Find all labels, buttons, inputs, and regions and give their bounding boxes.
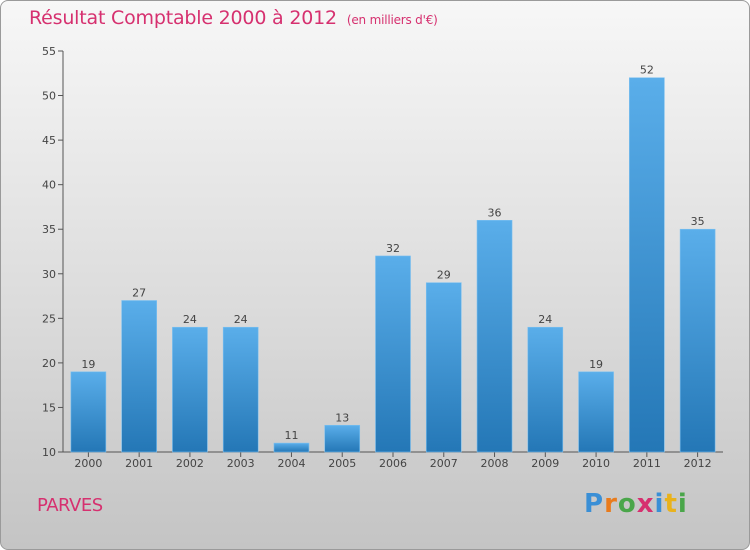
x-tick-label-2010: 2010 (582, 457, 610, 470)
y-tick-label: 20 (42, 357, 56, 370)
bar-2001 (121, 300, 157, 453)
logo-letter: i (677, 489, 688, 519)
data-label-2009: 24 (538, 313, 552, 326)
chart-title-text: Résultat Comptable 2000 à 2012 (29, 7, 337, 29)
x-tick-label-2011: 2011 (633, 457, 661, 470)
data-label-2008: 36 (488, 206, 502, 219)
y-axis: 10 15 20 25 30 35 40 45 50 55 (42, 45, 64, 459)
y-tick-label: 40 (42, 179, 56, 192)
chart-subtitle: (en milliers d'€) (346, 13, 438, 27)
data-label-2010: 19 (589, 358, 603, 371)
bars (70, 77, 716, 453)
y-tick-label: 55 (42, 45, 56, 58)
data-label-2003: 24 (234, 313, 248, 326)
bar-2007 (425, 282, 462, 453)
commune-name: PARVES (37, 495, 103, 516)
x-tick-label-2006: 2006 (379, 457, 407, 470)
bar-2005 (324, 424, 361, 453)
x-tick-label-2008: 2008 (481, 457, 509, 470)
data-label-2007: 29 (437, 269, 451, 282)
x-tick-label-2004: 2004 (277, 457, 305, 470)
x-axis: 2000 2001 2002 2003 2004 2005 2006 2007 2008 2009… (63, 451, 723, 470)
x-tick-label-2000: 2000 (74, 457, 102, 470)
y-tick-label: 30 (42, 268, 56, 281)
y-tick-label: 15 (42, 401, 56, 414)
y-tick-label: 45 (42, 134, 56, 147)
bar-2003 (222, 326, 259, 453)
data-label-2012: 35 (691, 215, 705, 228)
proxiti-logo[interactable]: Proxiti (584, 489, 688, 519)
chart-title: Résultat Comptable 2000 à 2012 (en millie… (29, 7, 438, 29)
data-label-2004: 11 (284, 429, 298, 442)
data-label-2000: 19 (81, 358, 95, 371)
bar-2009 (527, 326, 564, 453)
bar-2000 (70, 371, 107, 453)
y-tick-label: 35 (42, 223, 56, 236)
bar-2011 (629, 77, 665, 453)
data-labels: 19 27 24 24 11 13 32 29 36 24 19 52 35 (81, 64, 704, 442)
bar-2004 (273, 442, 310, 453)
logo-letter: x (636, 489, 655, 519)
logo-letter: P (584, 489, 605, 519)
bar-2002 (172, 326, 208, 453)
data-label-2001: 27 (132, 287, 146, 300)
x-tick-label-2012: 2012 (684, 457, 712, 470)
logo-letter: r (604, 489, 618, 519)
y-tick-label: 10 (42, 446, 56, 459)
logo-letter: o (617, 489, 637, 519)
data-label-2002: 24 (183, 313, 197, 326)
bar-2010 (578, 371, 614, 453)
x-tick-label-2007: 2007 (430, 457, 458, 470)
y-tick-label: 50 (42, 90, 56, 103)
x-tick-label-2009: 2009 (531, 457, 559, 470)
x-tick-label-2001: 2001 (125, 457, 153, 470)
bar-2006 (375, 255, 411, 453)
x-tick-label-2005: 2005 (328, 457, 356, 470)
data-label-2011: 52 (640, 64, 654, 77)
logo-letter: t (664, 489, 678, 519)
logo-letter: i (654, 489, 665, 519)
bar-2008 (476, 220, 513, 453)
x-tick-label-2002: 2002 (176, 457, 204, 470)
x-tick-label-2003: 2003 (227, 457, 255, 470)
data-label-2005: 13 (335, 411, 349, 424)
bar-2012 (679, 228, 716, 453)
y-tick-label: 25 (42, 312, 56, 325)
data-label-2006: 32 (386, 242, 400, 255)
